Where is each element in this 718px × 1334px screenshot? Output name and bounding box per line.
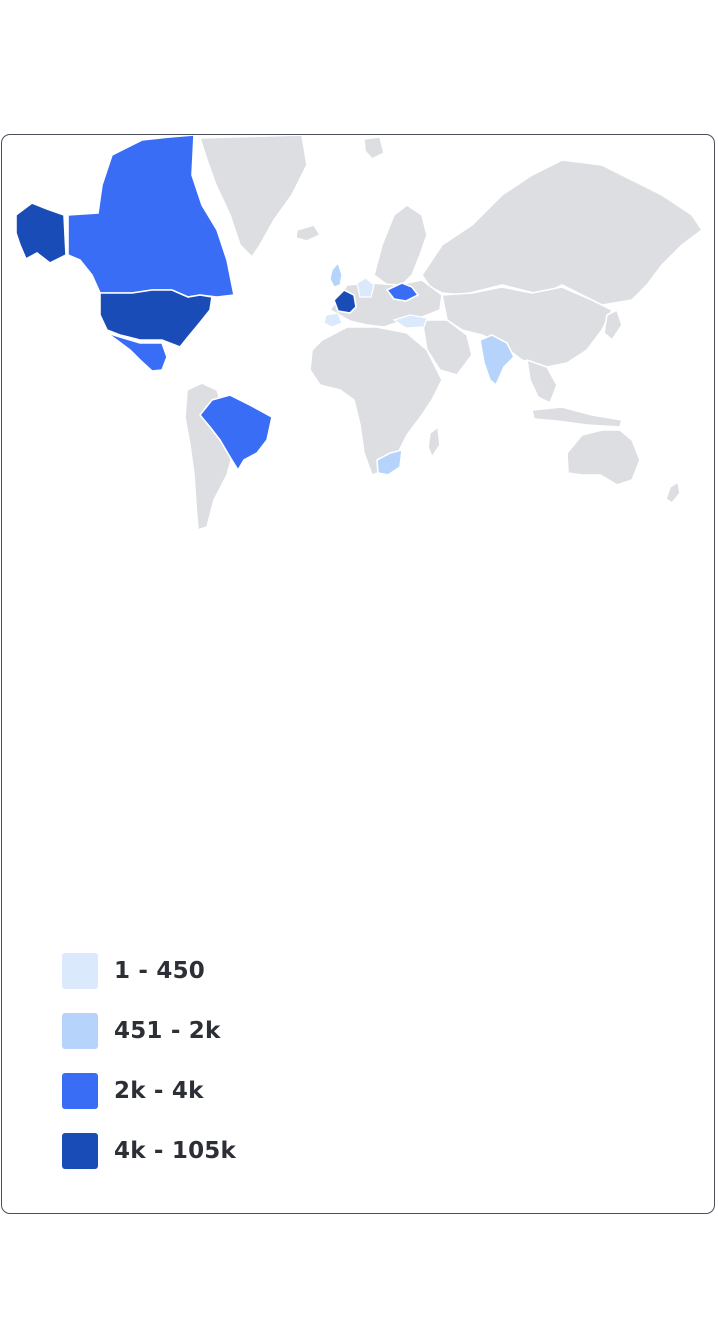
country-madagascar[interactable]	[427, 426, 441, 458]
country-indonesia[interactable]	[531, 406, 623, 428]
country-germany[interactable]	[356, 277, 375, 298]
country-united-states[interactable]	[99, 289, 213, 348]
legend-swatch	[62, 1073, 98, 1109]
legend-item-2: 451 - 2k	[62, 1013, 236, 1049]
map-legend: 1 - 450 451 - 2k 2k - 4k 4k - 105k	[62, 953, 236, 1193]
country-russia[interactable]	[421, 159, 703, 306]
country-iceland[interactable]	[295, 224, 321, 242]
legend-label: 1 - 450	[114, 958, 205, 984]
country-australia[interactable]	[566, 429, 641, 486]
legend-label: 4k - 105k	[114, 1138, 236, 1164]
legend-swatch	[62, 1133, 98, 1169]
country-south-africa[interactable]	[376, 448, 403, 476]
country-scandinavia[interactable]	[373, 204, 428, 288]
legend-item-3: 2k - 4k	[62, 1073, 236, 1109]
country-brazil[interactable]	[198, 394, 273, 472]
country-turkey[interactable]	[392, 314, 428, 329]
country-mexico[interactable]	[106, 332, 168, 372]
country-greenland[interactable]	[199, 135, 308, 258]
country-france[interactable]	[333, 289, 357, 314]
legend-swatch	[62, 953, 98, 989]
region-africa[interactable]	[309, 326, 443, 476]
world-map[interactable]	[2, 135, 714, 535]
country-svalbard[interactable]	[363, 136, 385, 160]
country-japan[interactable]	[603, 309, 623, 341]
country-canada[interactable]	[67, 135, 235, 298]
country-alaska[interactable]	[15, 202, 67, 264]
map-card: 1 - 450 451 - 2k 2k - 4k 4k - 105k	[1, 134, 715, 1214]
region-asia[interactable]	[441, 286, 613, 368]
legend-item-1: 1 - 450	[62, 953, 236, 989]
country-india[interactable]	[479, 334, 515, 387]
legend-swatch	[62, 1013, 98, 1049]
legend-label: 2k - 4k	[114, 1078, 204, 1104]
country-united-kingdom[interactable]	[329, 261, 343, 288]
country-spain[interactable]	[323, 312, 343, 328]
country-ukraine[interactable]	[385, 282, 420, 302]
legend-item-4: 4k - 105k	[62, 1133, 236, 1169]
region-southeast-asia[interactable]	[526, 359, 558, 404]
country-new-zealand[interactable]	[665, 481, 681, 504]
legend-label: 451 - 2k	[114, 1018, 221, 1044]
